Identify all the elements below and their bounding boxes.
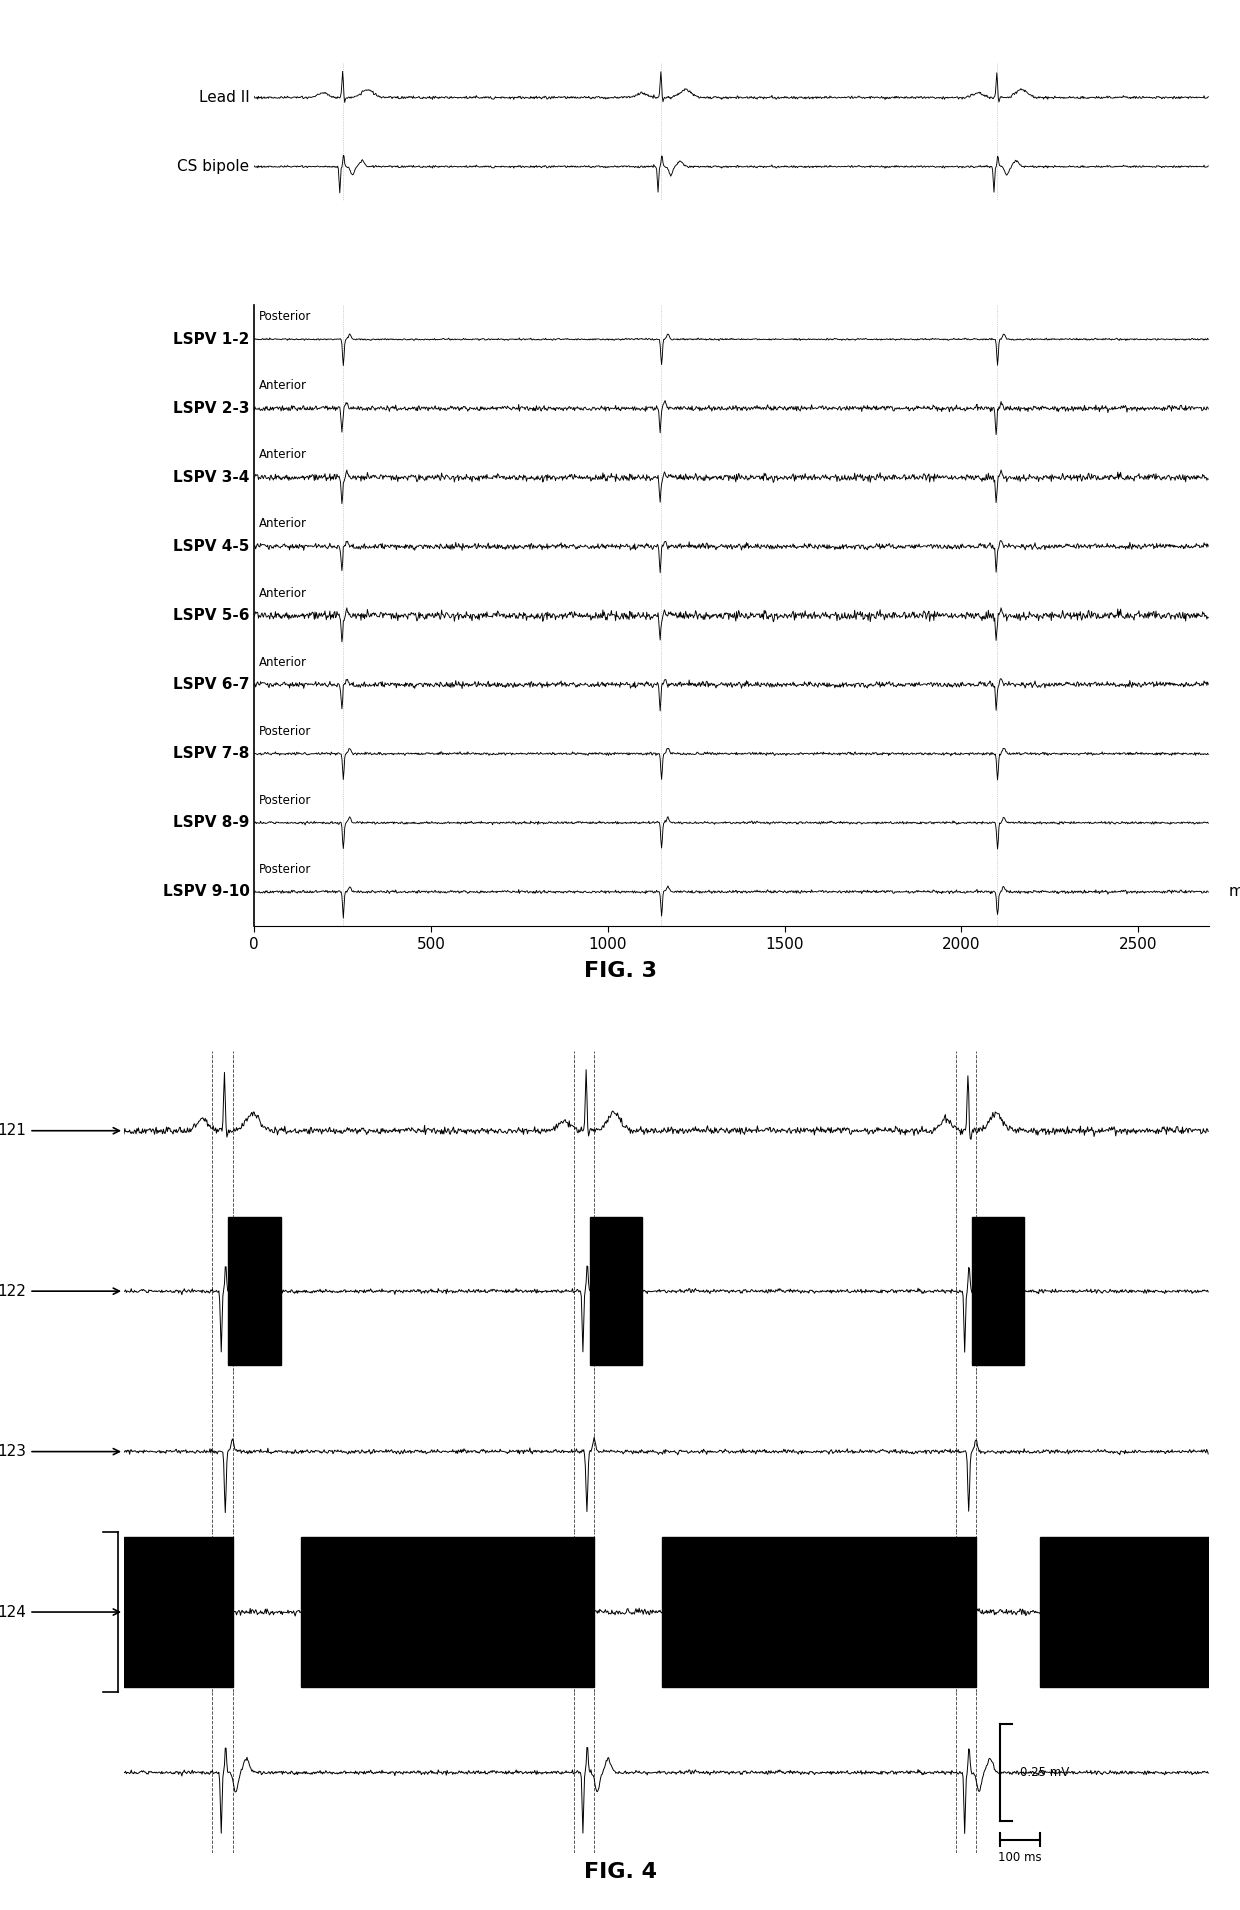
Text: LSPV 9-10: LSPV 9-10: [162, 884, 249, 900]
Text: Posterior: Posterior: [259, 309, 311, 323]
Text: Posterior: Posterior: [259, 724, 311, 737]
Text: LSPV 7-8: LSPV 7-8: [174, 747, 249, 762]
Bar: [972, 1217, 1024, 1366]
Bar: [228, 1217, 280, 1366]
Text: LSPV 3-4: LSPV 3-4: [174, 470, 249, 485]
Text: LSPV 2-3: LSPV 2-3: [172, 401, 249, 416]
Text: LSPV 6-7: LSPV 6-7: [172, 678, 249, 691]
Text: Anterior: Anterior: [259, 586, 308, 600]
Bar: [590, 1217, 642, 1366]
Text: Posterior: Posterior: [259, 795, 311, 806]
Text: Anterior: Anterior: [259, 655, 308, 668]
Text: LSPV 8-9: LSPV 8-9: [174, 816, 249, 831]
Text: CS bipole: CS bipole: [177, 159, 249, 174]
Text: 123: 123: [0, 1444, 119, 1459]
Text: 124: 124: [0, 1604, 119, 1620]
Text: FIG. 3: FIG. 3: [584, 961, 656, 980]
Text: LSPV 1-2: LSPV 1-2: [174, 332, 249, 348]
Bar: [124, 1538, 233, 1687]
Text: 0.25 mV: 0.25 mV: [1021, 1767, 1069, 1778]
Text: Lead II: Lead II: [198, 90, 249, 105]
Bar: [1040, 1538, 1209, 1687]
Bar: [662, 1538, 976, 1687]
Text: 122: 122: [0, 1284, 119, 1299]
Text: 100 ms: 100 ms: [998, 1851, 1042, 1864]
Text: ms: ms: [1229, 884, 1240, 900]
Text: Anterior: Anterior: [259, 518, 308, 531]
Text: LSPV 4-5: LSPV 4-5: [174, 539, 249, 554]
Bar: [301, 1538, 594, 1687]
Text: FIG. 4: FIG. 4: [584, 1862, 656, 1881]
Text: LSPV 5-6: LSPV 5-6: [172, 607, 249, 623]
Text: Posterior: Posterior: [259, 863, 311, 877]
Text: Anterior: Anterior: [259, 380, 308, 392]
Text: Anterior: Anterior: [259, 449, 308, 462]
Text: 121: 121: [0, 1123, 119, 1138]
